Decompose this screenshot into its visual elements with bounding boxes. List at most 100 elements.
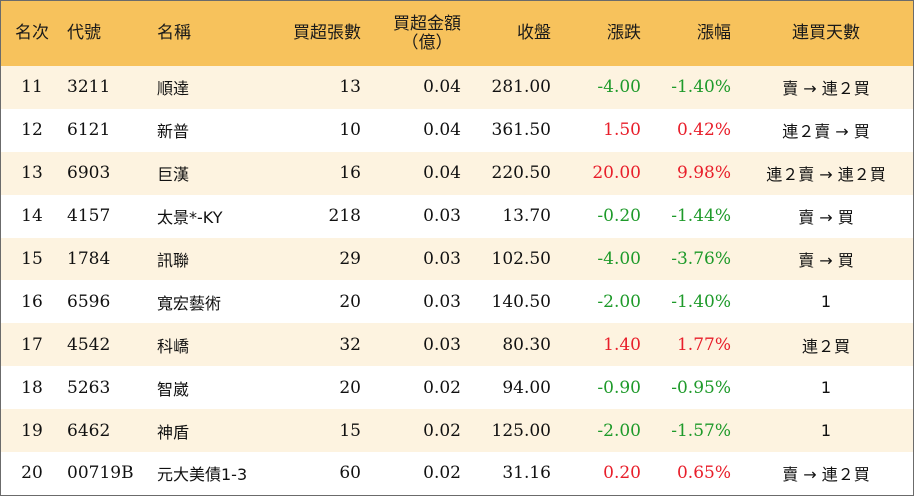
rank-cell: 16 — [21, 291, 43, 312]
rank-cell: 13 — [21, 163, 43, 184]
code-cell: 1784 — [67, 249, 111, 269]
change-cell: -0.90 — [597, 377, 641, 398]
pct-cell: 1.77% — [676, 334, 731, 355]
streak-cell: 連２賣 → 買 — [782, 122, 870, 142]
rank-cell: 12 — [21, 120, 43, 141]
pct-cell: -1.40% — [671, 77, 731, 98]
header-net-lots: 買超張數 — [293, 23, 361, 44]
streak-cell: 1 — [820, 421, 832, 441]
close-cell: 125.00 — [491, 420, 551, 441]
net-amount-cell: 0.04 — [423, 120, 461, 141]
net-lots-cell: 60 — [339, 463, 361, 484]
table-row: 15 1784 訊聯 29 0.03 102.50 -4.00 -3.76% 賣 → 買 — [1, 237, 913, 281]
net-amount-cell: 0.03 — [423, 249, 461, 269]
streak-cell: 1 — [820, 378, 832, 398]
change-cell: -4.00 — [597, 249, 641, 269]
streak-cell: 賣 → 買 — [798, 251, 854, 270]
code-cell: 6462 — [67, 420, 111, 441]
header-streak: 連買天數 — [792, 23, 860, 44]
table-row: 11 3211 順達 13 0.04 281.00 -4.00 -1.40% 賣 → 連２買 — [1, 66, 913, 109]
header-close: 收盤 — [517, 23, 551, 44]
net-lots-cell: 20 — [339, 291, 361, 312]
header-rank: 名次 — [15, 23, 49, 44]
table-row: 16 6596 寬宏藝術 20 0.03 140.50 -2.00 -1.40% 1 — [1, 280, 913, 324]
net-lots-cell: 20 — [339, 377, 361, 398]
header-change: 漲跌 — [607, 23, 641, 44]
name-cell: 神盾 — [157, 422, 190, 442]
header-name: 名稱 — [157, 23, 191, 44]
net-amount-cell: 0.04 — [423, 77, 461, 98]
net-amount-cell: 0.03 — [423, 206, 461, 227]
table-row: 13 6903 巨漢 16 0.04 220.50 20.00 9.98% 連２賣 → 連２買 — [1, 151, 913, 195]
close-cell: 94.00 — [502, 377, 551, 398]
code-cell: 6903 — [67, 163, 111, 184]
close-cell: 102.50 — [491, 249, 551, 269]
close-cell: 13.70 — [502, 206, 551, 227]
rank-cell: 15 — [21, 249, 43, 269]
table-row: 19 6462 神盾 15 0.02 125.00 -2.00 -1.57% 1 — [1, 409, 913, 453]
code-cell: 3211 — [67, 77, 111, 98]
net-lots-cell: 16 — [339, 163, 361, 184]
pct-cell: -3.76% — [671, 249, 731, 269]
net-lots-cell: 29 — [339, 249, 361, 269]
close-cell: 140.50 — [491, 291, 551, 312]
close-cell: 220.50 — [491, 163, 551, 184]
net-lots-cell: 10 — [339, 120, 361, 141]
rank-cell: 19 — [21, 420, 43, 441]
code-cell: 4157 — [67, 206, 111, 227]
rank-cell: 11 — [21, 77, 43, 98]
change-cell: -0.20 — [597, 206, 641, 227]
net-amount-cell: 0.02 — [423, 420, 461, 441]
pct-cell: 0.65% — [676, 463, 731, 484]
close-cell: 281.00 — [491, 77, 551, 98]
name-cell: 寬宏藝術 — [157, 293, 222, 313]
table-row: 12 6121 新普 10 0.04 361.50 1.50 0.42% 連２賣 → 買 — [1, 108, 913, 152]
pct-cell: 9.98% — [676, 163, 731, 184]
pct-cell: -1.44% — [671, 206, 731, 227]
streak-cell: 連２買 — [801, 336, 850, 356]
streak-cell: 連２賣 → 連２買 — [766, 165, 886, 185]
table-row: 18 5263 智崴 20 0.02 94.00 -0.90 -0.95% 1 — [1, 366, 913, 410]
pct-cell: -0.95% — [671, 377, 731, 398]
header-net-amount-text: 買超金額 （億） — [393, 13, 461, 53]
change-cell: -4.00 — [597, 77, 641, 98]
table-row: 14 4157 太景*-KY 218 0.03 13.70 -0.20 -1.44% 賣 → 買 — [1, 194, 913, 238]
streak-cell: 賣 → 連２買 — [782, 79, 870, 99]
net-amount-cell: 0.04 — [423, 163, 461, 184]
net-amount-cell: 0.03 — [423, 291, 461, 312]
close-cell: 31.16 — [502, 463, 551, 484]
pct-cell: 0.42% — [676, 120, 731, 141]
code-cell: 6121 — [67, 120, 111, 141]
name-cell: 太景*-KY — [157, 208, 223, 228]
name-cell: 順達 — [157, 79, 190, 99]
change-cell: 1.40 — [603, 334, 641, 355]
header-code: 代號 — [67, 23, 101, 44]
name-cell: 新普 — [157, 122, 190, 142]
change-cell: 20.00 — [592, 163, 641, 184]
code-cell: 6596 — [67, 291, 111, 312]
name-cell: 巨漢 — [157, 165, 190, 185]
code-cell: 5263 — [67, 377, 111, 398]
name-cell: 元大美債1-3 — [157, 465, 248, 485]
change-cell: 1.50 — [603, 120, 641, 141]
net-amount-cell: 0.03 — [423, 334, 461, 355]
rank-cell: 17 — [21, 334, 43, 355]
pct-cell: -1.40% — [671, 291, 731, 312]
table-row: 17 4542 科嶠 32 0.03 80.30 1.40 1.77% 連２買 — [1, 323, 913, 367]
code-cell: 00719B — [67, 463, 134, 484]
rank-cell: 14 — [21, 206, 43, 227]
header-net-amount: 買超金額 （億） — [369, 1, 469, 66]
close-cell: 80.30 — [502, 334, 551, 355]
table-body: 11 3211 順達 13 0.04 281.00 -4.00 -1.40% 賣 → 連２買 12… — [1, 66, 913, 495]
change-cell: -2.00 — [597, 291, 641, 312]
net-lots-cell: 218 — [328, 206, 361, 227]
header-pct: 漲幅 — [697, 23, 731, 44]
code-cell: 4542 — [67, 334, 111, 355]
net-lots-cell: 13 — [339, 77, 361, 98]
change-cell: -2.00 — [597, 420, 641, 441]
rank-cell: 18 — [21, 377, 43, 398]
streak-cell: 賣 → 買 — [798, 208, 854, 228]
pct-cell: -1.57% — [671, 420, 731, 441]
